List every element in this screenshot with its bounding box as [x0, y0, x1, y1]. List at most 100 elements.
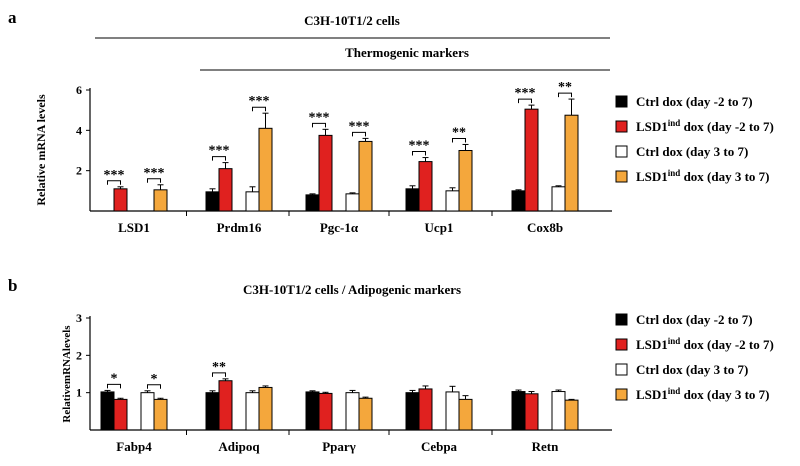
significance-label: *** — [209, 144, 230, 159]
bar — [345, 193, 360, 212]
significance-label: ** — [452, 125, 466, 140]
bar — [318, 134, 333, 212]
x-tick-label: Retn — [532, 439, 559, 454]
significance-label: ** — [212, 360, 226, 375]
significance-bracket — [558, 92, 572, 98]
significance-bracket — [212, 156, 226, 161]
bar — [524, 393, 539, 431]
y-tick-label: 4 — [76, 123, 82, 137]
significance-label: * — [151, 372, 158, 387]
bar — [358, 397, 373, 431]
significance-bracket — [212, 372, 226, 377]
significance-bracket — [147, 384, 161, 389]
bar — [418, 388, 433, 431]
bar — [100, 391, 115, 431]
bar — [405, 188, 420, 212]
y-tick-label: 6 — [76, 83, 82, 97]
panel-b-header: C3H-10T1/2 cells / Adipogenic markers — [243, 282, 461, 297]
x-tick-label: Cebpa — [421, 439, 458, 454]
x-tick-label: LSD1 — [118, 220, 150, 235]
y-axis-label: RelativemRNAlevels — [61, 325, 73, 423]
chart-a: 2 4 6 Relative mRNA levels LSD1 Prdm16 Pgc-1α U… — [34, 80, 612, 235]
significance-bracket — [252, 106, 266, 112]
y-tick-label: 3 — [76, 311, 82, 325]
bar — [218, 380, 233, 431]
panel-a-subheader: Thermogenic markers — [345, 45, 469, 60]
x-tick-label: Cox8b — [527, 220, 563, 235]
bar — [458, 398, 473, 431]
significance-label: * — [111, 371, 118, 386]
significance-bracket — [107, 180, 121, 185]
legend-a: Ctrl dox (day -2 to 7) LSD1ind dox (day -… — [615, 94, 774, 184]
significance-label: *** — [409, 139, 430, 154]
x-tick-label: Fabp4 — [116, 439, 152, 454]
bar — [458, 150, 473, 212]
significance-bracket — [352, 131, 366, 137]
bar — [305, 391, 320, 431]
significance-bracket — [107, 383, 121, 389]
bar — [245, 392, 260, 431]
bar — [113, 188, 128, 212]
y-axis-label: Relative mRNA levels — [34, 94, 48, 206]
significance-label: ** — [558, 80, 572, 95]
legend-swatch — [615, 120, 628, 133]
x-tick-label: Pparγ — [322, 439, 356, 454]
legend-label: Ctrl dox (day -2 to 7) — [636, 94, 753, 109]
significance-label: *** — [309, 110, 330, 125]
significance-bracket — [452, 137, 466, 143]
bar — [113, 398, 128, 431]
bar — [205, 392, 220, 431]
bar — [358, 140, 373, 212]
y-tick-label: 1 — [76, 386, 82, 400]
legend-swatch — [615, 338, 628, 351]
panel-a-letter: a — [8, 8, 17, 27]
legend-swatch — [615, 145, 628, 158]
legend-swatch — [615, 313, 628, 326]
y-tick-label: 2 — [76, 348, 82, 362]
bar — [318, 392, 333, 431]
bar — [564, 114, 579, 212]
x-tick-label: Adipoq — [218, 439, 260, 454]
significance-bracket — [312, 122, 326, 128]
bar — [445, 391, 460, 431]
significance-label: *** — [515, 86, 536, 101]
bar — [153, 398, 168, 431]
bar — [405, 392, 420, 431]
bar — [258, 386, 273, 431]
x-tick-label: Prdm16 — [217, 220, 262, 235]
legend-label: LSD1ind dox (day 3 to 7) — [636, 168, 770, 184]
bar — [551, 186, 566, 212]
significance-bracket — [518, 98, 532, 104]
bar — [205, 191, 220, 212]
significance-label: *** — [249, 94, 270, 109]
panel-a-header: C3H-10T1/2 cells — [304, 13, 400, 28]
x-tick-label: Ucp1 — [425, 220, 454, 235]
bar — [418, 161, 433, 212]
significance-label: *** — [144, 166, 165, 181]
bar — [445, 190, 460, 212]
significance-bracket — [147, 178, 161, 183]
legend-swatch — [615, 170, 628, 183]
legend-swatch — [615, 363, 628, 376]
legend-label: Ctrl dox (day 3 to 7) — [636, 144, 748, 159]
bar — [218, 168, 233, 212]
bar — [305, 194, 320, 212]
bar — [258, 127, 273, 212]
significance-label: *** — [104, 168, 125, 183]
legend-swatch — [615, 388, 628, 401]
significance-bracket — [412, 151, 426, 156]
bar — [345, 392, 360, 431]
legend-swatch — [615, 95, 628, 108]
y-tick-label: 2 — [76, 164, 82, 178]
bar — [564, 399, 579, 431]
legend-label: LSD1ind dox (day -2 to 7) — [636, 118, 774, 134]
bar — [511, 190, 526, 212]
bar — [153, 189, 168, 212]
panel-b-letter: b — [8, 276, 17, 295]
significance-label: *** — [349, 119, 370, 134]
bar — [524, 108, 539, 212]
bar — [140, 392, 155, 431]
legend-label: LSD1ind dox (day 3 to 7) — [636, 386, 770, 402]
